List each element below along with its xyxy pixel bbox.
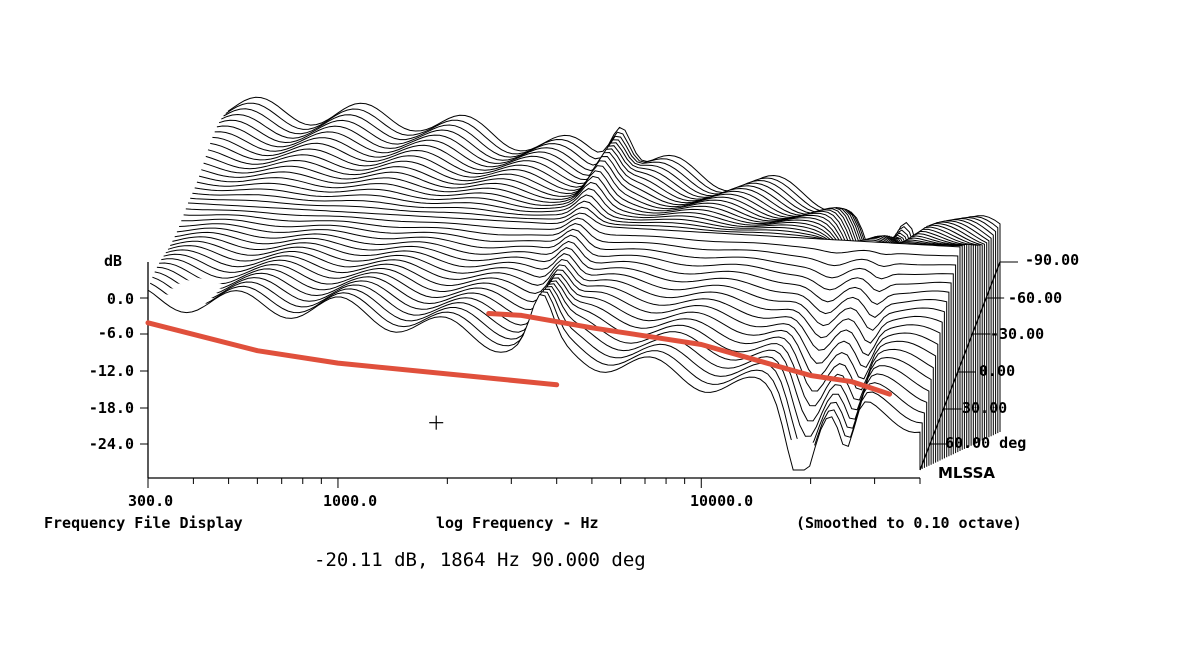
plot-axes: [140, 261, 1018, 488]
waterfall-curves: [147, 96, 1001, 471]
mlssa-brand-label: MLSSA: [938, 464, 996, 482]
cursor-crosshair: [429, 415, 444, 430]
x-axis-title: log Frequency - Hz: [436, 514, 599, 532]
smoothing-note: (Smoothed to 0.10 octave): [796, 514, 1022, 532]
y-tick-label: -12.0: [88, 362, 134, 380]
y-tick-label: -6.0: [97, 324, 134, 342]
angle-tick-label: 60.00 deg: [945, 434, 1027, 452]
cursor-readout: -20.11 dB, 1864 Hz 90.000 deg: [314, 549, 646, 571]
angle-tick-label: -30.00: [990, 325, 1045, 343]
y-tick-label: -24.0: [88, 435, 134, 453]
red-overlay-lines: [145, 311, 893, 397]
angle-axis-line: [919, 261, 1001, 471]
db-axis-label: dB: [104, 252, 123, 270]
x-tick-label: 300.0: [128, 492, 174, 510]
left-footer-label: Frequency File Display: [44, 514, 243, 532]
y-tick-label: 0.0: [106, 290, 134, 308]
angle-tick-label: -60.00: [1008, 289, 1063, 307]
angle-tick-label: -90.00: [1025, 251, 1080, 269]
overlay-line: [486, 311, 893, 397]
y-tick-label: -18.0: [88, 399, 134, 417]
angle-tick-label: 0.00: [979, 362, 1016, 380]
angle-tick-label: 30.00: [962, 399, 1008, 417]
x-tick-label: 1000.0: [323, 492, 378, 510]
overlay-line: [145, 320, 560, 388]
x-tick-label: 10000.0: [690, 492, 754, 510]
